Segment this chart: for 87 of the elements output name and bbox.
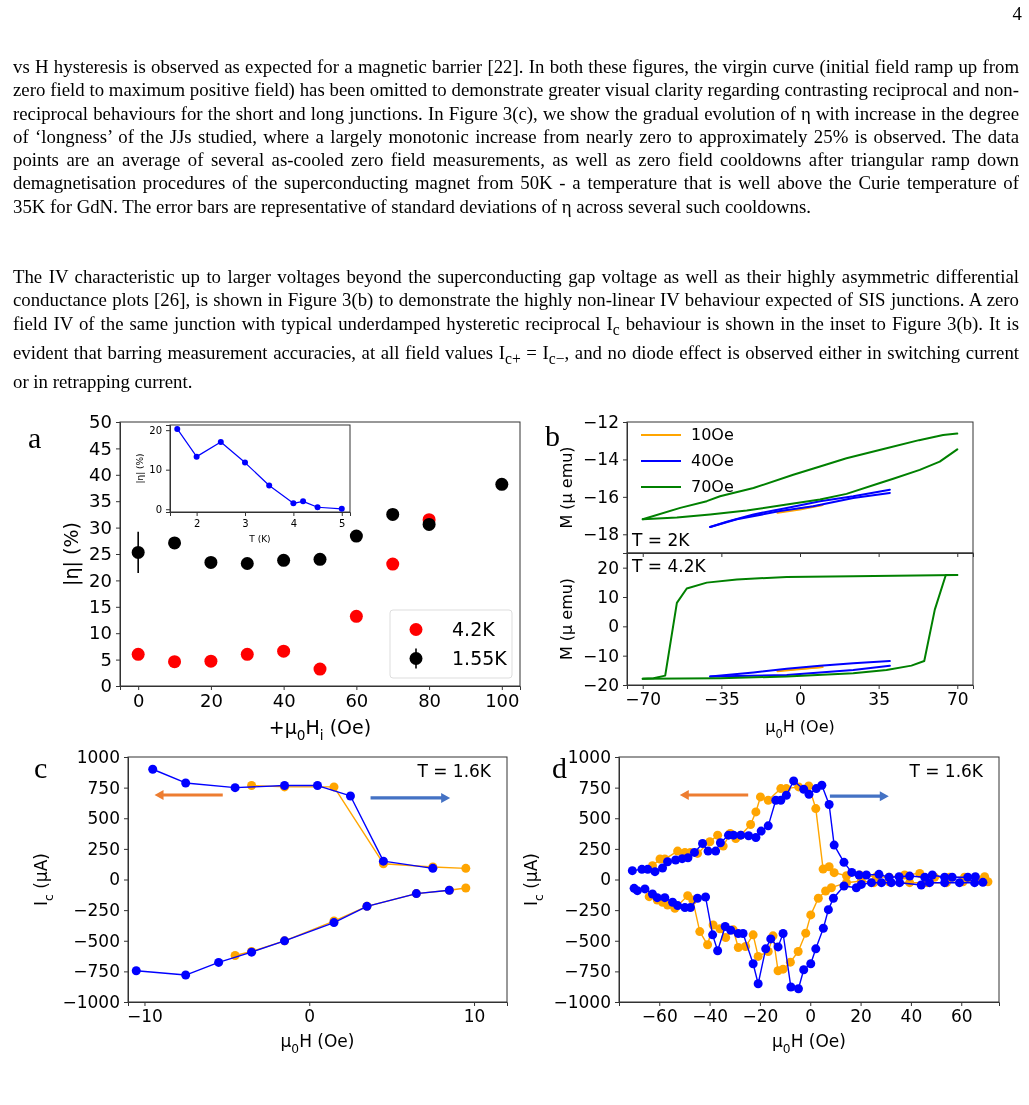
legend-label: 10Oe xyxy=(691,424,734,444)
x-tick-label: 4 xyxy=(290,518,298,530)
annotation: T = 1.6K xyxy=(416,761,492,781)
y-tick-label: 20 xyxy=(89,569,112,591)
legend-label: 70Oe xyxy=(691,476,734,496)
y-tick-label: −250 xyxy=(564,900,611,921)
y-tick-label: −750 xyxy=(564,961,611,982)
y-tick-label: 1000 xyxy=(567,746,611,767)
y-tick-label: −16 xyxy=(583,486,619,507)
x-tick-label: 0 xyxy=(795,689,806,710)
text: 4 xyxy=(1011,2,1022,26)
y-tick-label: 0 xyxy=(600,869,611,890)
y-tick-label: 1000 xyxy=(76,746,120,767)
annotation: T = 4.2K xyxy=(631,556,707,576)
y-tick-label: 30 xyxy=(89,516,112,538)
x-tick-label: 40 xyxy=(272,689,296,711)
y-tick-label: 50 xyxy=(89,411,112,433)
x-tick-label: 0 xyxy=(805,1006,817,1027)
x-tick-label: 5 xyxy=(339,518,346,530)
chart-title: c xyxy=(34,751,48,784)
legend-label: 1.55K xyxy=(452,646,508,668)
y-tick-label: −250 xyxy=(73,900,120,921)
y-tick-label: −18 xyxy=(583,524,619,545)
y-tick-label: 250 xyxy=(578,838,611,859)
y-tick-label: −12 xyxy=(583,411,619,432)
chart-title: d xyxy=(552,751,567,784)
text: The IV characteristic up to larger voltages beyond the superconducting gap voltage as well as their highly asymmetric differential conductance plots [26], is shown in Figure 3(b) to demonstrate the highly non-linear IV behaviour expected of SIS junctions. A zero field IV of the same junction with typical underdamped hysteretic reciprocal I$_{c}$ behaviour is shown in the inset to Figure 3(b). It is evident that barring measurement accuracies, at all field values I$_{c+}$ = I$_{c−}$, and no diode effect is observed either in switching current or in retrapping current. xyxy=(13,266,1019,392)
x-tick-label: 3 xyxy=(242,518,249,530)
x-tick-label: 60 xyxy=(950,1006,973,1027)
x-tick-label: 0 xyxy=(304,1006,316,1027)
y-tick-label: −500 xyxy=(564,930,611,951)
y-tick-label: 0 xyxy=(155,503,162,515)
y-axis-title: |η| (%) xyxy=(134,453,145,484)
x-axis-title: μ$_{0}$H (Oe) xyxy=(765,716,835,741)
y-tick-label: 20 xyxy=(597,557,619,578)
x-tick-label: 35 xyxy=(868,689,890,710)
y-axis-title: M (μ emu) xyxy=(556,577,576,661)
y-tick-label: 250 xyxy=(87,838,120,859)
y-tick-label: 750 xyxy=(578,777,611,798)
y-tick-label: 500 xyxy=(87,808,120,829)
y-tick-label: 500 xyxy=(578,808,611,829)
x-axis-title: +μ$_{0}$H$_{i}$ (Oe) xyxy=(268,715,372,743)
y-tick-label: 25 xyxy=(89,543,112,565)
y-tick-label: 35 xyxy=(89,490,112,512)
y-tick-label: −1000 xyxy=(553,991,611,1012)
y-tick-label: 10 xyxy=(149,464,162,476)
annotation: T = 1.6K xyxy=(908,761,984,781)
x-tick-label: 80 xyxy=(418,689,442,711)
legend-label: 4.2K xyxy=(452,617,496,639)
x-tick-label: 2 xyxy=(193,518,201,530)
annotation: T = 2K xyxy=(631,530,691,550)
y-tick-label: 20 xyxy=(149,424,162,436)
y-tick-label: 750 xyxy=(87,777,120,798)
y-axis-title: |η| (%) xyxy=(59,522,83,586)
x-axis-title: T (K) xyxy=(248,533,271,544)
y-tick-label: −20 xyxy=(583,674,619,695)
y-tick-label: −1000 xyxy=(62,991,120,1012)
x-tick-label: −35 xyxy=(703,689,740,710)
legend-label: 40Oe xyxy=(691,450,734,470)
x-tick-label: 70 xyxy=(946,689,969,710)
x-tick-label: 20 xyxy=(850,1006,872,1027)
x-tick-label: 20 xyxy=(199,689,223,711)
x-tick-label: 0 xyxy=(132,689,145,711)
x-tick-label: −40 xyxy=(692,1006,729,1027)
y-tick-label: 45 xyxy=(89,437,112,459)
text: vs H hysteresis is observed as expected for a magnetic barrier [22]. In both these figures, the virgin curve (initial field ramp up from zero field to maximum positive field) has been omitted to demonstrate greater visual clarity regarding contrasting reciprocal and non-reciprocal behaviours for the short and long junctions. In Figure 3(c), we show the gradual evolution of η with increase in the degree of ‘longness’ of the JJs studied, where a largely monotonic increase from nearly zero to approximately 25% is observed. The data points are an average of several as-cooled zero field measurements, as well as zero field cooldowns after triangular ramp down demagnetisation procedures of the superconducting magnet from 50K - a temperature that is well above the Curie temperature of 35K for GdN. The error bars are representative of standard deviations of η across several such cooldowns. xyxy=(13,55,1019,219)
x-tick-label: 40 xyxy=(900,1006,923,1027)
x-tick-label: 10 xyxy=(463,1006,486,1027)
x-tick-label: 60 xyxy=(345,689,369,711)
x-axis-title: μ$_{0}$H (Oe) xyxy=(772,1031,846,1056)
y-tick-label: 15 xyxy=(89,596,112,618)
y-tick-label: 10 xyxy=(597,586,619,607)
y-tick-label: 40 xyxy=(89,464,112,486)
x-axis-title: μ$_{0}$H (Oe) xyxy=(280,1031,355,1056)
y-tick-label: 0 xyxy=(608,616,619,637)
chart-title: a xyxy=(28,421,42,454)
y-tick-label: −500 xyxy=(73,930,120,951)
y-tick-label: −10 xyxy=(583,645,619,666)
x-tick-label: −20 xyxy=(742,1006,779,1027)
x-tick-label: −60 xyxy=(641,1006,678,1027)
y-tick-label: −14 xyxy=(583,449,619,470)
y-tick-label: 5 xyxy=(100,648,112,670)
y-tick-label: −750 xyxy=(73,961,120,982)
y-tick-label: 10 xyxy=(89,622,112,644)
x-tick-label: −70 xyxy=(625,689,662,710)
x-tick-label: 100 xyxy=(485,689,520,711)
y-tick-label: 0 xyxy=(109,869,120,890)
